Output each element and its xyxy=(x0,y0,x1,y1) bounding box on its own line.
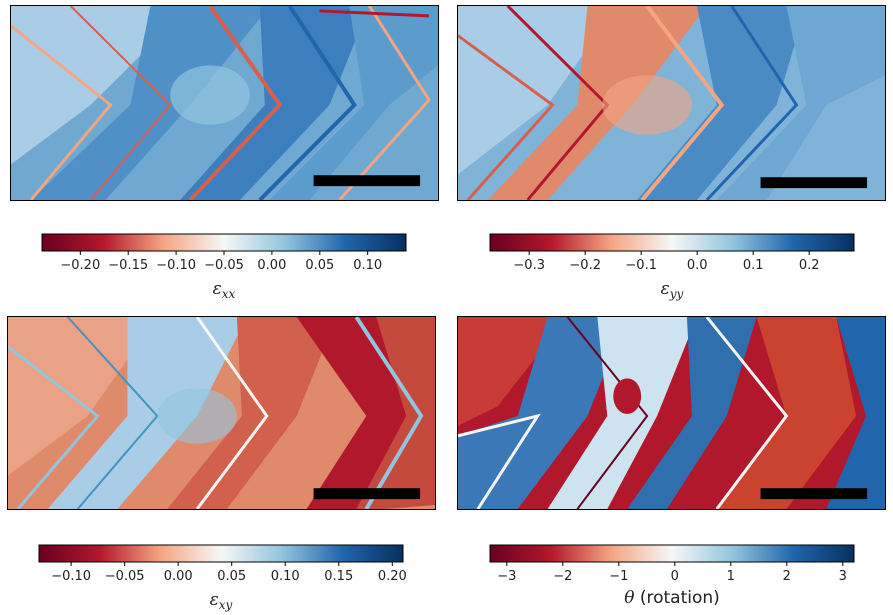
scale-bar xyxy=(313,175,421,187)
colorbar-tick-label: 0.00 xyxy=(257,258,286,273)
colorbar-tick-label: −2 xyxy=(553,569,572,584)
colorbar-tick-label: −0.05 xyxy=(204,258,244,273)
heatmap-exy-image xyxy=(8,317,435,509)
colorbar-eyy: −0.3 −0.2 −0.1 0.0 0.1 0.2 xyxy=(489,233,855,274)
scale-bar xyxy=(760,177,868,189)
colorbar-tick-label: 2 xyxy=(783,569,791,584)
colorbar-exy-label: εxy xyxy=(209,590,233,612)
colorbar-tick-label: 1 xyxy=(727,569,735,584)
colorbar-tick-label: 0.15 xyxy=(324,569,353,584)
colorbar-theta: −3 −2 −1 0 1 2 3 xyxy=(489,544,855,585)
colorbar-tick-label: 0.2 xyxy=(799,258,820,273)
scale-bar xyxy=(760,488,868,500)
colorbar-tick-label: 0 xyxy=(671,569,679,584)
colorbar-tick-label: −0.15 xyxy=(108,258,148,273)
colorbar-tick-label: 3 xyxy=(839,569,847,584)
colorbar-gradient xyxy=(41,233,407,252)
colorbar-tick-label: 0.05 xyxy=(217,569,246,584)
colorbar-tick-label: −0.10 xyxy=(156,258,196,273)
heatmap-theta-image xyxy=(458,317,885,509)
colorbar-tick-label: −3 xyxy=(497,569,516,584)
heatmap-exx-image xyxy=(11,6,438,200)
heatmap-panel-theta xyxy=(457,316,886,510)
colorbar-eyy-label: εyy xyxy=(660,279,684,301)
colorbar-exx: −0.20 −0.15 −0.10 −0.05 0.00 0.05 0.10 xyxy=(41,233,407,274)
colorbar-gradient xyxy=(38,544,404,563)
colorbar-tick-label: −0.20 xyxy=(60,258,100,273)
colorbar-gradient xyxy=(489,233,855,252)
colorbar-eyy-svg: −0.3 −0.2 −0.1 0.0 0.1 0.2 xyxy=(489,233,855,273)
scale-bar xyxy=(313,488,421,500)
heatmap-panel-eyy xyxy=(457,5,886,201)
colorbar-tick-label: 0.1 xyxy=(743,258,764,273)
colorbar-tick-label: −0.10 xyxy=(51,569,91,584)
colorbar-tick-label: 0.20 xyxy=(378,569,407,584)
colorbar-tick-label: −0.3 xyxy=(513,258,545,273)
colorbar-exy: −0.10 −0.05 0.00 0.05 0.10 0.15 0.20 xyxy=(38,544,407,585)
colorbar-tick-label: 0.00 xyxy=(164,569,193,584)
colorbar-exy-svg: −0.10 −0.05 0.00 0.05 0.10 0.15 0.20 xyxy=(38,544,407,584)
colorbar-tick-label: −0.05 xyxy=(105,569,145,584)
colorbar-tick-label: −0.1 xyxy=(625,258,657,273)
colorbar-tick-label: 0.0 xyxy=(687,258,708,273)
heatmap-panel-exy xyxy=(7,316,436,510)
heatmap-eyy-image xyxy=(458,6,885,200)
colorbar-exx-svg: −0.20 −0.15 −0.10 −0.05 0.00 0.05 0.10 xyxy=(41,233,407,273)
colorbar-gradient xyxy=(489,544,855,563)
colorbar-theta-svg: −3 −2 −1 0 1 2 3 xyxy=(489,544,855,584)
colorbar-exx-label: εxx xyxy=(212,279,236,301)
colorbar-tick-label: 0.05 xyxy=(305,258,334,273)
colorbar-tick-label: 0.10 xyxy=(271,569,300,584)
colorbar-tick-label: −0.2 xyxy=(569,258,601,273)
heatmap-panel-exx xyxy=(10,5,439,201)
colorbar-tick-label: −1 xyxy=(609,569,628,584)
colorbar-tick-label: 0.10 xyxy=(353,258,382,273)
colorbar-theta-label: θ (rotation) xyxy=(624,588,720,608)
